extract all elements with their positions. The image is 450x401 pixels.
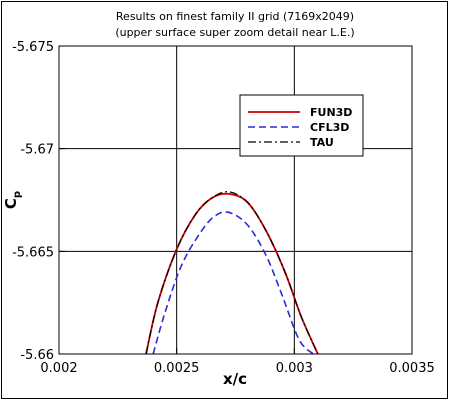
series-curves — [145, 191, 319, 355]
series-line-cfl3d — [152, 211, 314, 355]
y-tick-label: -5.665 — [12, 245, 54, 260]
x-tick-label: 0.0035 — [389, 361, 435, 376]
x-tick-label: 0.003 — [276, 361, 313, 376]
legend-box — [239, 94, 364, 157]
x-tick-label: 0.0025 — [154, 361, 200, 376]
plot-area-border — [58, 45, 413, 355]
y-axis-label: Cp — [2, 191, 23, 209]
series-line-fun3d — [145, 192, 319, 355]
svg-text:Cp: Cp — [2, 191, 23, 209]
x-tick-label: 0.002 — [40, 361, 77, 376]
series-line-tau — [145, 191, 319, 355]
chart-title-line2: (upper surface super zoom detail near L.… — [115, 26, 354, 39]
legend: FUN3D CFL3D TAU — [239, 94, 364, 157]
axis-ticks: 0.002 0.0025 0.003 0.0035 -5.675 -5.67 -5.665 -… — [12, 40, 435, 376]
y-axis-label-subscript: p — [12, 191, 23, 198]
y-tick-label: -5.66 — [20, 348, 54, 363]
y-tick-label: -5.675 — [12, 40, 54, 55]
x-axis-label: x/c — [223, 370, 247, 388]
legend-label-tau: TAU — [310, 136, 334, 149]
legend-label-fun3d: FUN3D — [310, 106, 352, 119]
y-axis-label-main: C — [2, 198, 20, 209]
legend-label-cfl3d: CFL3D — [310, 121, 349, 134]
chart-title-line1: Results on finest family II grid (7169x2… — [116, 10, 354, 23]
y-tick-label: -5.67 — [20, 143, 54, 158]
grid-lines — [59, 46, 412, 354]
